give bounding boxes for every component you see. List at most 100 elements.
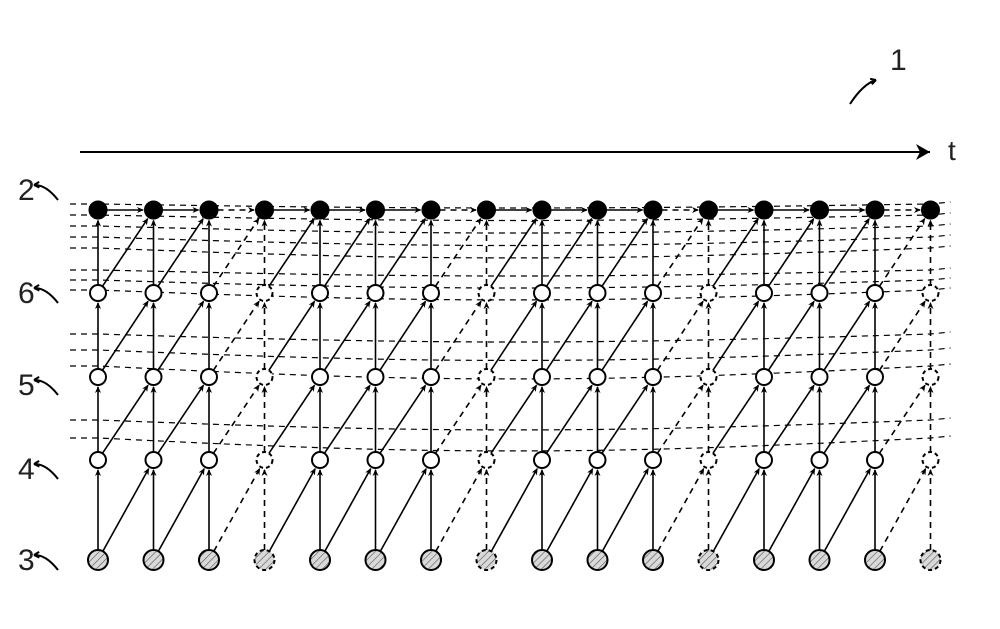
node-r2	[90, 202, 107, 219]
perspective-guide	[70, 348, 951, 360]
node-r4	[146, 452, 162, 468]
perspective-guide	[70, 268, 951, 276]
edge	[602, 469, 648, 552]
node-r5	[645, 369, 661, 385]
node-r3	[532, 550, 552, 570]
node-r2	[367, 202, 384, 219]
perspective-guide	[70, 436, 951, 451]
edge	[657, 219, 702, 287]
node-r5	[756, 369, 772, 385]
ref-label-4: 4	[18, 453, 35, 486]
edge	[269, 219, 314, 287]
edge	[491, 385, 536, 453]
node-r3	[477, 550, 497, 570]
node-r4	[479, 452, 495, 468]
ref-label-1: 1	[890, 44, 907, 77]
node-r5	[423, 369, 439, 385]
node-r5	[257, 369, 273, 385]
edge	[713, 385, 758, 453]
edge	[324, 301, 370, 370]
node-r3	[144, 550, 164, 570]
ref-label-3: 3	[18, 544, 35, 577]
node-r3	[810, 550, 830, 570]
edge	[158, 469, 204, 552]
node-r2	[700, 202, 717, 219]
edge	[158, 219, 203, 287]
node-r3	[421, 550, 441, 570]
ref-label-2: 2	[18, 174, 35, 207]
edge	[380, 469, 426, 552]
node-r5	[590, 369, 606, 385]
node-r3	[754, 550, 774, 570]
ref-label-6: 6	[18, 277, 35, 310]
edge	[269, 385, 314, 453]
edge	[546, 385, 591, 453]
edge	[879, 385, 924, 453]
node-r6	[312, 285, 328, 301]
node-r5	[146, 369, 162, 385]
edge	[768, 385, 813, 453]
node-r2	[534, 202, 551, 219]
node-r4	[90, 452, 106, 468]
node-r3	[88, 550, 108, 570]
node-r5	[90, 369, 106, 385]
node-r6	[645, 285, 661, 301]
node-r3	[199, 550, 219, 570]
edge	[269, 301, 315, 370]
node-r2	[645, 202, 662, 219]
time-axis-label: t	[948, 135, 956, 166]
node-r6	[923, 285, 939, 301]
edge	[213, 385, 258, 453]
node-r2	[145, 202, 162, 219]
edge	[435, 385, 480, 453]
node-r3	[310, 550, 330, 570]
node-r6	[90, 285, 106, 301]
node-r6	[756, 285, 772, 301]
node-r3	[255, 550, 275, 570]
edge	[547, 469, 593, 552]
ref-label-5: 5	[18, 369, 35, 402]
edge	[879, 219, 924, 287]
node-r2	[478, 202, 495, 219]
node-r4	[645, 452, 661, 468]
node-r5	[479, 369, 495, 385]
edge	[713, 301, 759, 370]
edge	[102, 385, 147, 453]
perspective-guide	[70, 235, 951, 246]
edge	[602, 385, 647, 453]
edge	[657, 385, 702, 453]
edge	[657, 301, 703, 370]
node-r5	[534, 369, 550, 385]
node-r2	[811, 202, 828, 219]
edge	[880, 469, 926, 552]
node-r4	[201, 452, 217, 468]
node-r3	[643, 550, 663, 570]
edge	[213, 301, 259, 370]
edge	[713, 219, 758, 287]
node-r6	[534, 285, 550, 301]
node-r4	[812, 452, 828, 468]
node-r4	[867, 452, 883, 468]
node-r4	[756, 452, 772, 468]
edge	[602, 219, 647, 287]
node-r4	[368, 452, 384, 468]
node-r5	[701, 369, 717, 385]
edge	[658, 469, 704, 552]
edge	[491, 469, 537, 552]
node-r3	[699, 550, 719, 570]
edge	[824, 385, 869, 453]
edge	[380, 219, 425, 287]
edge	[214, 469, 260, 552]
edge	[380, 385, 425, 453]
node-r2	[201, 202, 218, 219]
node-r3	[588, 550, 608, 570]
node-r4	[423, 452, 439, 468]
node-r5	[201, 369, 217, 385]
node-r4	[701, 452, 717, 468]
edge	[158, 301, 204, 370]
node-r2	[589, 202, 606, 219]
node-r3	[921, 550, 941, 570]
node-r6	[146, 285, 162, 301]
node-r2	[423, 202, 440, 219]
node-r6	[701, 285, 717, 301]
